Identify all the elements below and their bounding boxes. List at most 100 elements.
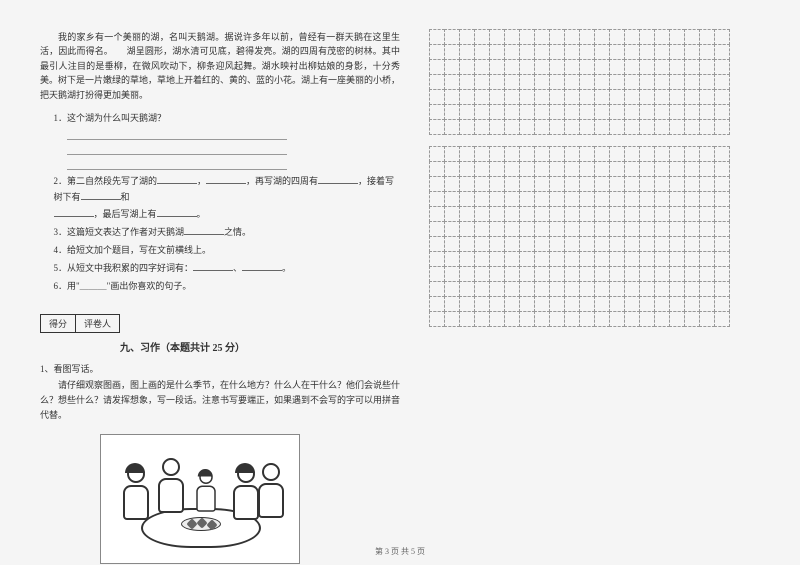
person-shape bbox=[195, 470, 218, 515]
grid-cell bbox=[699, 89, 715, 105]
grid-cell bbox=[564, 59, 580, 75]
grid-cell bbox=[654, 236, 670, 252]
grid-cell bbox=[459, 236, 475, 252]
q5-text: 、 bbox=[233, 263, 242, 273]
grid-cell bbox=[684, 161, 700, 177]
grid-cell bbox=[654, 191, 670, 207]
grid-cell bbox=[459, 206, 475, 222]
grid-cell bbox=[609, 29, 625, 45]
grid-cell bbox=[639, 161, 655, 177]
grid-cell bbox=[669, 251, 685, 267]
grid-cell bbox=[534, 74, 550, 90]
grid-cell bbox=[429, 191, 445, 207]
grid-cell bbox=[459, 281, 475, 297]
grid-cell bbox=[519, 176, 535, 192]
grid-cell bbox=[609, 251, 625, 267]
grid-cell bbox=[609, 59, 625, 75]
grid-cell bbox=[654, 59, 670, 75]
grid-cell bbox=[549, 296, 565, 312]
grid-cell bbox=[444, 296, 460, 312]
grid-cell bbox=[639, 191, 655, 207]
grid-cell bbox=[534, 206, 550, 222]
grid-cell bbox=[489, 296, 505, 312]
grid-cell bbox=[579, 236, 595, 252]
grid-cell bbox=[609, 296, 625, 312]
grid-cell bbox=[594, 44, 610, 60]
grid-cell bbox=[699, 311, 715, 327]
grid-cell bbox=[444, 74, 460, 90]
grid-cell bbox=[474, 266, 490, 282]
grid-cell bbox=[579, 119, 595, 135]
grid-cell bbox=[624, 146, 640, 162]
grid-cell bbox=[429, 161, 445, 177]
grid-cell bbox=[609, 236, 625, 252]
grid-cell bbox=[429, 29, 445, 45]
grid-cell bbox=[549, 191, 565, 207]
q2-text: ，再写湖的四周有 bbox=[246, 176, 318, 186]
grid-cell bbox=[654, 104, 670, 120]
grid-cell bbox=[504, 191, 520, 207]
grid-cell bbox=[564, 236, 580, 252]
question-5: 5．从短文中我积累的四字好词有：、。 bbox=[40, 260, 400, 276]
grid-cell bbox=[699, 236, 715, 252]
grid-cell bbox=[639, 176, 655, 192]
question-6: 6．用"＿＿＿"画出你喜欢的句子。 bbox=[40, 278, 400, 294]
grid-cell bbox=[504, 311, 520, 327]
grid-cell bbox=[519, 161, 535, 177]
grid-cell bbox=[714, 311, 730, 327]
blank bbox=[157, 174, 197, 184]
grid-cell bbox=[639, 311, 655, 327]
grid-cell bbox=[474, 221, 490, 237]
grid-cell bbox=[684, 59, 700, 75]
grid-cell bbox=[714, 104, 730, 120]
grid-cell bbox=[519, 296, 535, 312]
grid-cell bbox=[444, 104, 460, 120]
grid-cell bbox=[534, 119, 550, 135]
grid-cell bbox=[624, 311, 640, 327]
q3-text: 之情。 bbox=[224, 227, 251, 237]
grid-cell bbox=[549, 59, 565, 75]
grid-cell bbox=[594, 29, 610, 45]
grid-cell bbox=[489, 29, 505, 45]
grid-cell bbox=[699, 206, 715, 222]
grid-cell bbox=[534, 89, 550, 105]
grid-cell bbox=[624, 176, 640, 192]
grid-cell bbox=[609, 176, 625, 192]
grid-cell bbox=[564, 29, 580, 45]
grid-cell bbox=[489, 221, 505, 237]
grid-cell bbox=[699, 104, 715, 120]
grid-cell bbox=[564, 296, 580, 312]
grid-cell bbox=[669, 236, 685, 252]
grid-row bbox=[430, 312, 760, 327]
grid-cell bbox=[489, 266, 505, 282]
grid-cell bbox=[459, 89, 475, 105]
grid-cell bbox=[624, 104, 640, 120]
grid-cell bbox=[504, 44, 520, 60]
grid-cell bbox=[654, 44, 670, 60]
grid-row bbox=[430, 60, 760, 75]
grid-cell bbox=[474, 296, 490, 312]
grid-cell bbox=[609, 206, 625, 222]
grid-cell bbox=[654, 251, 670, 267]
grid-cell bbox=[639, 206, 655, 222]
grid-cell bbox=[714, 44, 730, 60]
grid-cell bbox=[639, 44, 655, 60]
grid-cell bbox=[624, 266, 640, 282]
grid-cell bbox=[594, 119, 610, 135]
grid-cell bbox=[564, 206, 580, 222]
reading-passage: 我的家乡有一个美丽的湖，名叫天鹅湖。据说许多年以前，曾经有一群天鹅在这里生活，因… bbox=[40, 30, 400, 102]
grid-cell bbox=[654, 296, 670, 312]
grid-cell bbox=[669, 191, 685, 207]
grid-cell bbox=[699, 29, 715, 45]
grid-cell bbox=[579, 266, 595, 282]
grid-cell bbox=[489, 119, 505, 135]
grid-cell bbox=[444, 266, 460, 282]
grid-cell bbox=[684, 44, 700, 60]
grid-cell bbox=[639, 104, 655, 120]
grid-cell bbox=[534, 251, 550, 267]
grid-cell bbox=[669, 266, 685, 282]
grid-row bbox=[430, 45, 760, 60]
grid-cell bbox=[594, 251, 610, 267]
grid-cell bbox=[714, 74, 730, 90]
grid-cell bbox=[519, 59, 535, 75]
